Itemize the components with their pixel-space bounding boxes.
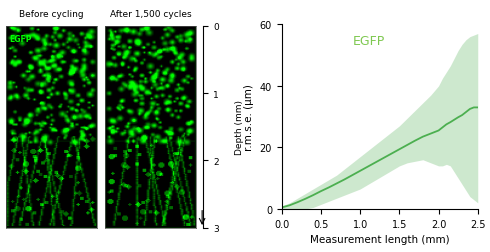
Text: After 1,500 cycles: After 1,500 cycles <box>110 10 192 19</box>
Text: EGFP: EGFP <box>352 34 385 47</box>
X-axis label: Measurement length (mm): Measurement length (mm) <box>310 234 449 244</box>
Text: EGFP: EGFP <box>9 35 32 44</box>
Y-axis label: Depth (mm): Depth (mm) <box>236 100 245 155</box>
Y-axis label: r.m.s.e. (μm): r.m.s.e. (μm) <box>244 84 254 150</box>
Text: Before cycling: Before cycling <box>19 10 84 19</box>
